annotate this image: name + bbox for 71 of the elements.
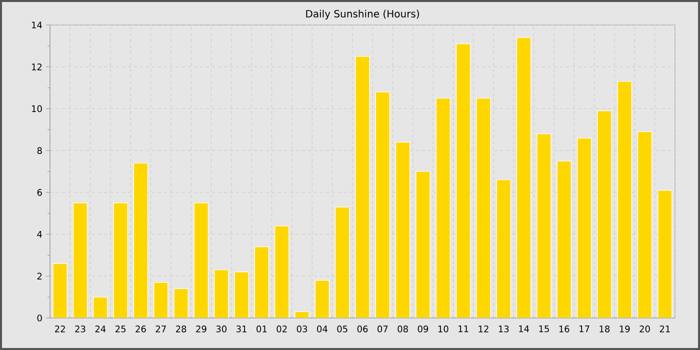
bar	[416, 171, 430, 318]
x-tick-label: 22	[55, 326, 65, 332]
bar	[556, 160, 572, 318]
x-tick-label: 30	[216, 326, 226, 332]
bar	[214, 270, 229, 318]
x-tick-label: 23	[75, 326, 86, 332]
bar	[476, 98, 491, 318]
bar	[496, 180, 511, 318]
bar	[576, 138, 592, 318]
x-tick-label: 10	[438, 326, 448, 332]
x-tick-label: 03	[296, 326, 308, 332]
x-tick-label: 24	[95, 326, 106, 332]
x-tick-label: 17	[580, 326, 590, 332]
y-tick-label: 2	[37, 272, 42, 280]
x-tick-label: 16	[559, 326, 570, 332]
bar	[637, 131, 652, 318]
y-tick-label: 0	[37, 314, 42, 322]
x-tick-label: 06	[357, 326, 368, 332]
x-tick-label: 07	[378, 326, 388, 332]
bar	[516, 37, 532, 318]
bar	[436, 98, 450, 318]
bar	[355, 56, 370, 318]
x-tick-label: 18	[600, 326, 610, 332]
bar	[536, 134, 552, 318]
bar	[617, 81, 632, 318]
x-tick-label: 04	[317, 326, 328, 332]
x-tick-label: 13	[498, 326, 509, 332]
bar	[234, 272, 249, 318]
x-tick-label: 19	[620, 326, 630, 332]
bar	[396, 142, 410, 318]
bar	[254, 246, 269, 318]
x-tick-label: 14	[519, 326, 530, 332]
x-tick-label: 12	[478, 326, 488, 332]
x-tick-label: 01	[256, 326, 267, 332]
bar	[658, 190, 672, 318]
x-tick-label: 28	[176, 326, 186, 332]
bar	[194, 202, 209, 318]
bar	[375, 92, 390, 318]
x-tick-label: 20	[640, 326, 650, 332]
bar	[174, 288, 188, 318]
x-tick-label: 31	[236, 326, 246, 332]
y-tick-label: 14	[32, 22, 42, 28]
x-tick-label: 15	[539, 326, 549, 332]
bar	[335, 206, 350, 318]
chart-title: Daily Sunshine (Hours)	[306, 10, 419, 20]
bar	[294, 311, 310, 318]
y-tick-label: 8	[37, 147, 42, 154]
bar	[456, 44, 471, 318]
x-tick-label: 02	[276, 326, 287, 332]
bar	[52, 263, 68, 318]
bar	[113, 202, 128, 318]
y-tick-label: 10	[32, 105, 42, 112]
bar	[597, 110, 612, 318]
x-tick-label: 11	[458, 326, 468, 332]
bar	[274, 226, 290, 318]
bar	[93, 296, 108, 318]
x-tick-label: 05	[337, 326, 348, 332]
x-tick-label: 26	[136, 326, 146, 332]
y-tick-label: 12	[32, 64, 42, 70]
x-tick-label: 08	[398, 326, 408, 332]
x-tick-label: 25	[116, 326, 126, 332]
y-tick-label: 6	[37, 189, 42, 196]
bar	[314, 280, 330, 318]
bar	[133, 162, 148, 318]
bar	[72, 202, 88, 318]
y-tick-label: 4	[37, 231, 42, 238]
x-tick-label: 29	[196, 326, 206, 332]
x-tick-label: 27	[156, 326, 166, 332]
x-tick-label: 09	[418, 326, 428, 332]
bar	[154, 282, 168, 318]
x-tick-label: 21	[660, 326, 670, 332]
